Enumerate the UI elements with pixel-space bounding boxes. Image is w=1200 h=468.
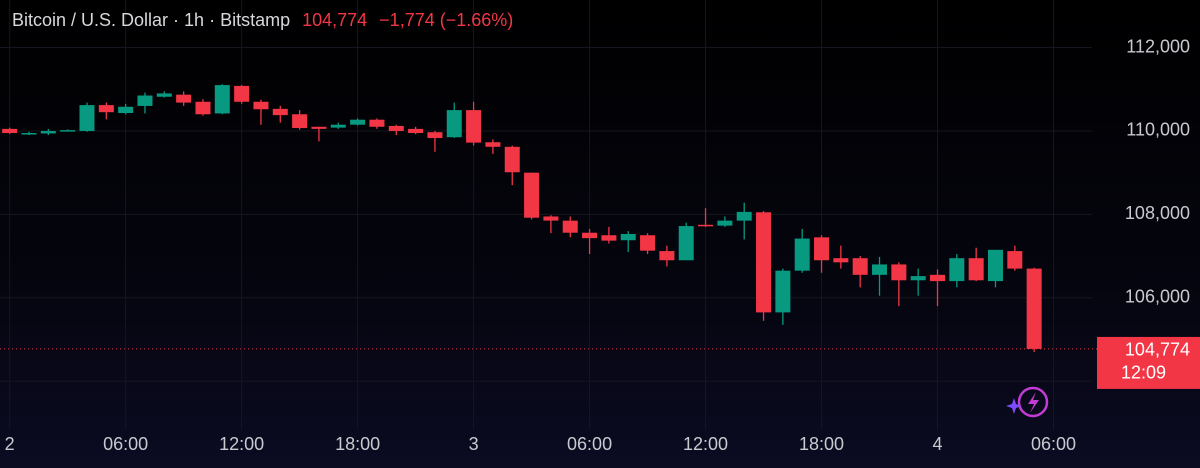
x-tick-label: 18:00 (335, 434, 380, 454)
x-tick-label: 06:00 (567, 434, 612, 454)
candle-body (872, 264, 888, 275)
candle-body (987, 249, 1003, 282)
candle-body (2, 128, 18, 134)
x-tick-label: 2 (5, 434, 15, 454)
candle-body (427, 132, 443, 139)
candle-body (118, 106, 134, 114)
candle-body (408, 128, 424, 134)
candle-body (466, 110, 482, 143)
candle-body (910, 276, 926, 281)
candle-body (524, 172, 540, 218)
candle-body (562, 220, 578, 233)
x-tick-label: 12:00 (683, 434, 728, 454)
candle-body (1007, 251, 1023, 269)
candle-body (311, 126, 327, 129)
candle-body (195, 101, 211, 115)
candle-body (369, 119, 385, 127)
candle-body (891, 264, 907, 281)
price-change: −1,774 (−1.66%) (379, 10, 514, 30)
candle-body (504, 146, 520, 173)
last-price: 104,774 (302, 10, 368, 30)
candle-body (717, 220, 733, 226)
axes: 104,000106,000108,000110,000112,000206:0… (0, 36, 1200, 454)
x-tick-label: 4 (932, 434, 942, 454)
candles (2, 84, 1042, 353)
candle-body (968, 258, 984, 281)
candle-body (949, 258, 965, 282)
y-tick-label: 106,000 (1125, 287, 1190, 307)
x-tick-label: 12:00 (219, 434, 264, 454)
x-tick-label: 06:00 (1031, 434, 1076, 454)
candle-body (678, 226, 694, 261)
candle-body (756, 212, 772, 313)
header: Bitcoin / U.S. Dollar · 1h · Bitstamp 10… (12, 10, 513, 31)
countdown-label: 12:09 (1121, 363, 1166, 383)
candle-body (388, 125, 404, 131)
candle-body (582, 232, 598, 239)
sparkle (1006, 398, 1022, 414)
overlay (1006, 386, 1049, 418)
lightning-bolt (1028, 392, 1039, 413)
candle-body (814, 237, 830, 261)
candle-body (1026, 268, 1042, 349)
candle-body (601, 235, 617, 241)
candle-body (60, 130, 76, 132)
candle-body (930, 274, 946, 282)
x-tick-label: 18:00 (799, 434, 844, 454)
candle-body (40, 130, 56, 134)
candle-body (272, 108, 288, 116)
candle-body (852, 258, 868, 275)
candle-body (485, 142, 501, 147)
candle-body (137, 95, 153, 106)
lightning-icon (1017, 386, 1049, 418)
y-tick-label: 112,000 (1126, 36, 1190, 56)
candle-body (640, 235, 656, 251)
candle-body (234, 85, 250, 102)
last-price-box (1097, 336, 1200, 389)
last-price-label: 104,774 (1125, 340, 1190, 360)
x-tick-label: 3 (469, 434, 479, 454)
symbol-title: Bitcoin / U.S. Dollar · 1h · Bitstamp (12, 10, 291, 30)
candle-body (98, 105, 114, 113)
candle-body (446, 110, 462, 138)
candle-body (698, 224, 714, 227)
y-tick-label: 108,000 (1125, 203, 1190, 223)
candle-body (214, 85, 230, 114)
candle-body (775, 270, 791, 313)
candle-body (543, 216, 559, 221)
candle-body (79, 105, 95, 131)
x-tick-label: 06:00 (103, 434, 148, 454)
candle-body (330, 124, 346, 128)
candle-body (253, 101, 269, 110)
grid (0, 0, 1092, 430)
candle-body (176, 94, 192, 103)
candle-body (620, 233, 636, 241)
candle-body (833, 258, 849, 263)
candle-body (736, 211, 752, 221)
candle-body (21, 133, 37, 135)
candle-body (156, 93, 172, 97)
y-tick-label: 110,000 (1126, 120, 1190, 140)
candle-body (292, 114, 308, 129)
candle-body (350, 119, 366, 125)
candle-body (794, 238, 810, 271)
candle-body (659, 251, 675, 261)
